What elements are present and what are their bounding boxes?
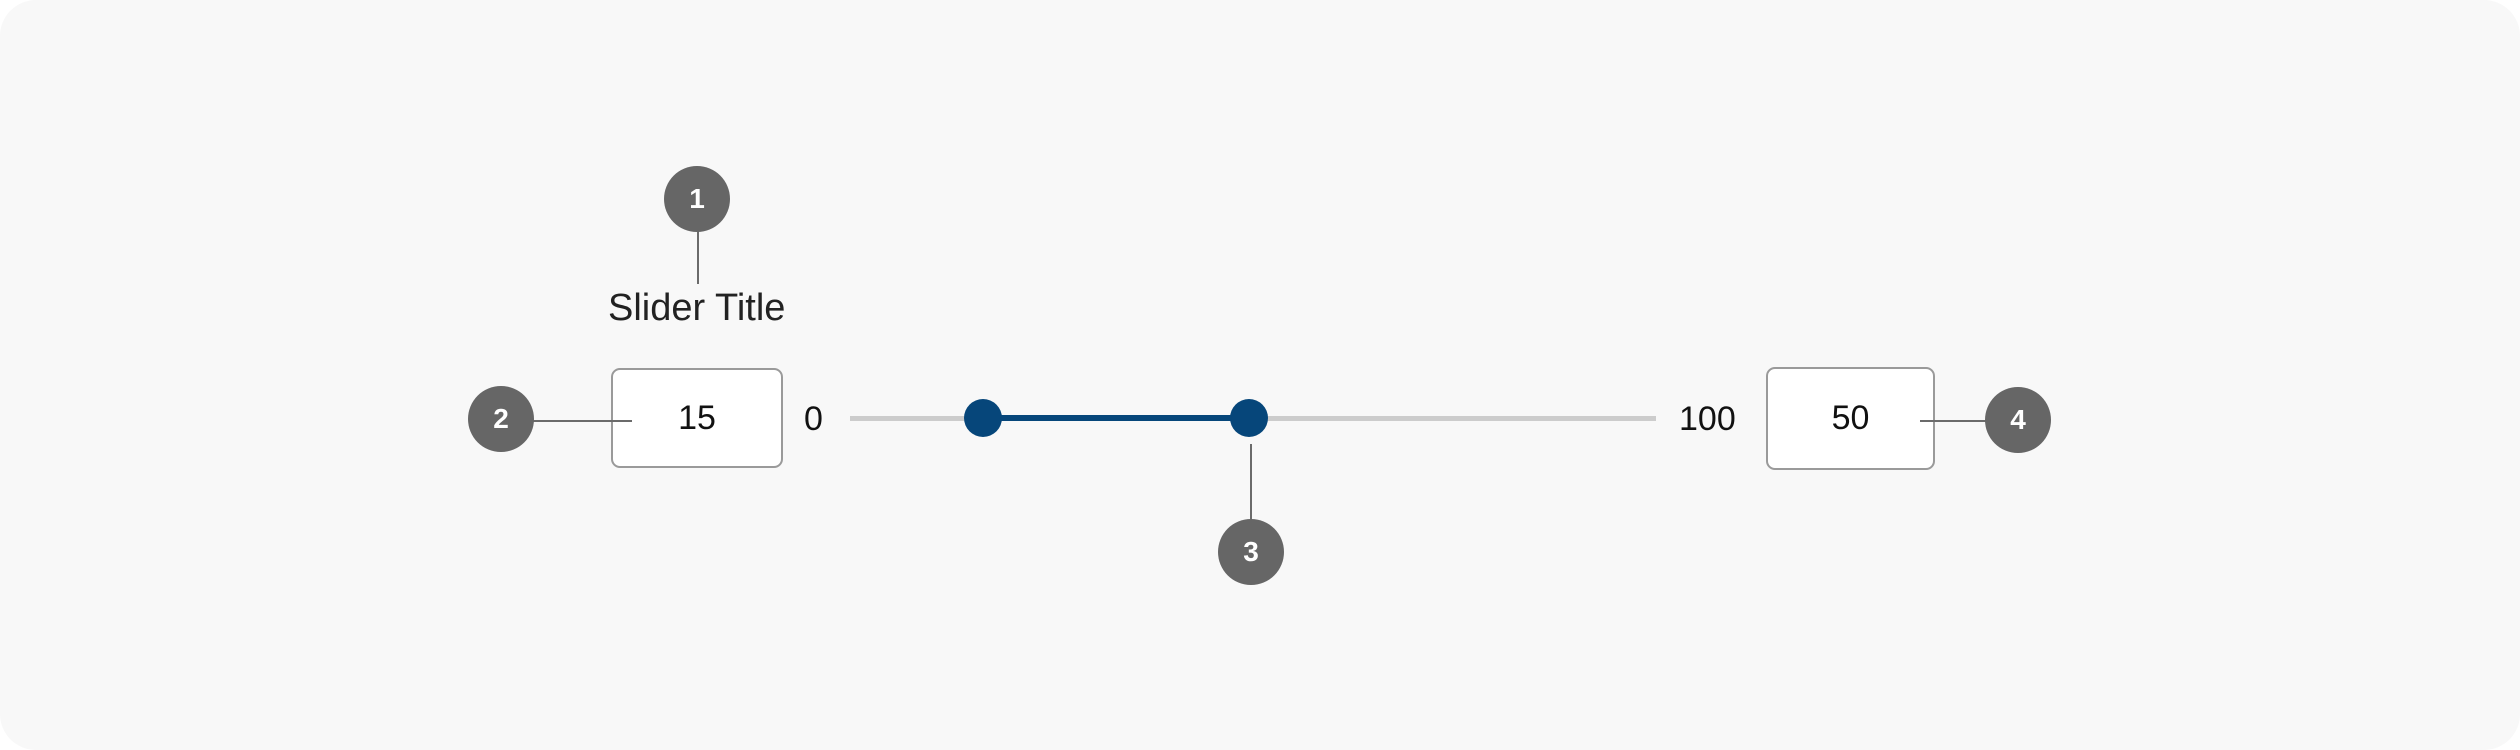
slider-title: Slider Title [608,287,786,329]
callout-leader-3 [1250,444,1252,520]
range-max-label: 100 [1679,400,1736,438]
range-min-label: 0 [804,400,823,438]
callout-leader-1 [697,231,699,284]
callout-marker-3: 3 [1218,519,1284,585]
callout-leader-2 [532,420,632,422]
slider-thumb-max[interactable] [1230,399,1268,437]
callout-marker-1: 1 [664,166,730,232]
callout-marker-4: 4 [1985,387,2051,453]
slider-thumb-min[interactable] [964,399,1002,437]
callout-leader-4 [1920,420,1988,422]
max-value-input[interactable]: 50 [1766,367,1935,470]
slider-selected-range [983,415,1249,421]
callout-marker-2: 2 [468,386,534,452]
min-value-input[interactable]: 15 [611,368,783,468]
